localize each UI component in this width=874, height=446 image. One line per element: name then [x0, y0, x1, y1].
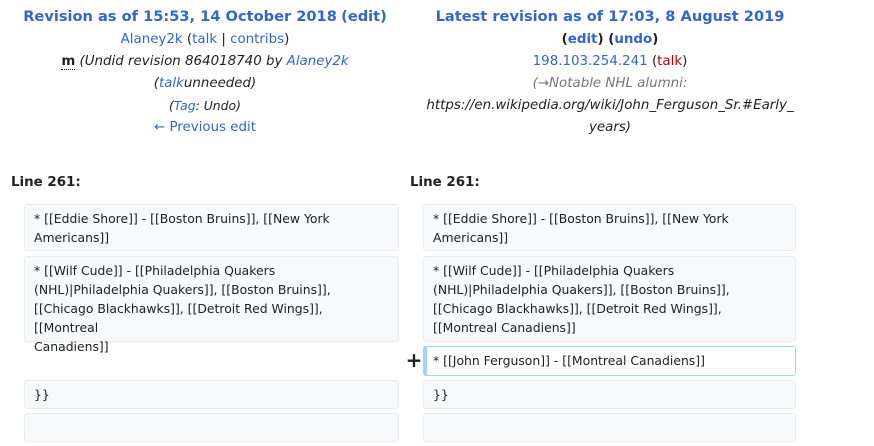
diff-context-left: * [[Wilf Cude]] - [[Philadelphia Quakers…	[24, 256, 399, 354]
old-edit-summary-cont: (talkunneeded)	[153, 76, 257, 91]
left-line-number: Line 261:	[11, 175, 81, 190]
diff-context-right: }}	[423, 380, 796, 409]
ip-talk-link[interactable]: talk	[657, 54, 683, 69]
previous-edit-link[interactable]: ← Previous edit	[153, 120, 257, 135]
old-edit-tags: (Tag: Undo)	[169, 98, 241, 113]
diff-context-right: * [[Wilf Cude]] - [[Philadelphia Quakers…	[423, 256, 796, 342]
old-user-contribs-link[interactable]: contribs	[230, 32, 285, 47]
diff-context-left	[24, 413, 399, 442]
tag-link[interactable]: Tag	[173, 98, 196, 113]
old-user-talk-link[interactable]: talk	[192, 32, 218, 47]
new-edit-link[interactable]: edit	[567, 32, 598, 47]
old-edit-link[interactable]: edit	[347, 8, 381, 25]
new-revision-title: Latest revision as of 17:03, 8 August 20…	[410, 6, 810, 29]
old-edit-summary: m (Undid revision 864018740 by Alaney2k	[61, 54, 349, 70]
old-revision-header: Revision as of 15:53, 14 October 2018 (e…	[0, 6, 410, 139]
new-revision-header: Latest revision as of 17:03, 8 August 20…	[410, 6, 810, 139]
new-edit-summary-url: https://en.wikipedia.org/wiki/John_Fergu…	[426, 98, 794, 113]
summary-user-link[interactable]: Alaney2k	[286, 54, 349, 69]
new-revision-link[interactable]: Latest revision as of 17:03, 8 August 20…	[435, 8, 785, 25]
summary-talk-link[interactable]: talk	[158, 76, 184, 91]
ip-user-link[interactable]: 198.103.254.241	[532, 54, 648, 69]
diff-context-right	[423, 413, 796, 442]
new-edit-summary: (→Notable NHL alumni:	[532, 76, 688, 91]
previous-edit-row: ← Previous edit	[0, 117, 410, 139]
tag-value: Undo	[203, 98, 237, 113]
right-line-number: Line 261:	[410, 175, 480, 190]
old-user-link[interactable]: Alaney2k	[120, 32, 183, 47]
undo-link[interactable]: undo	[614, 32, 653, 47]
added-line-marker: +	[405, 348, 423, 372]
old-revision-user: Alaney2k (talk | contribs)	[120, 32, 290, 47]
diff-context-left: }}	[24, 380, 399, 409]
diff-context-right: * [[Eddie Shore]] - [[Boston Bruins]], […	[423, 204, 796, 251]
diff-added-line: * [[John Ferguson]] - [[Montreal Canadie…	[423, 346, 796, 376]
diff-context-left: * [[Eddie Shore]] - [[Boston Bruins]], […	[24, 204, 399, 251]
old-revision-title: Revision as of 15:53, 14 October 2018 (e…	[23, 8, 387, 25]
old-revision-link[interactable]: Revision as of 15:53, 14 October 2018	[23, 8, 337, 25]
new-revision-user: 198.103.254.241 (talk)	[532, 54, 688, 69]
minor-edit-flag: m	[61, 54, 76, 70]
new-revision-actions: (edit) (undo)	[561, 32, 659, 47]
